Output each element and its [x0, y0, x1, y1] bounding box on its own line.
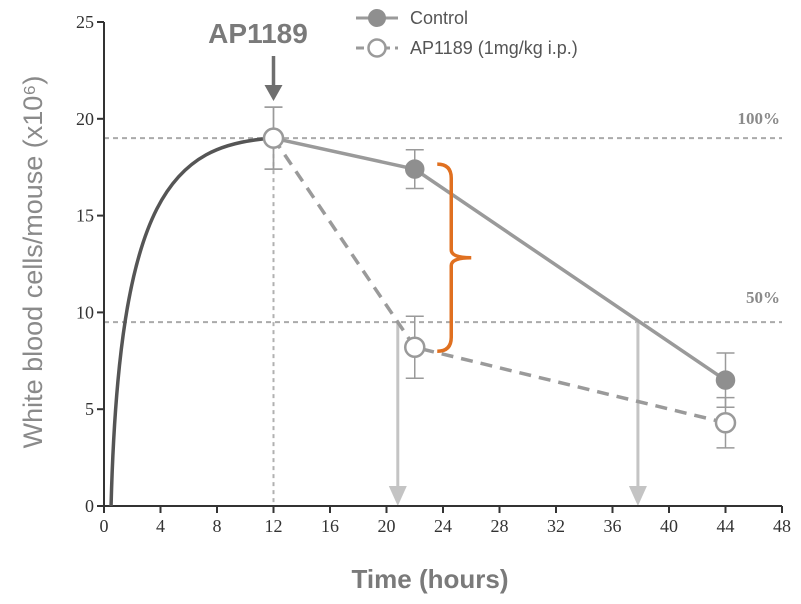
rise-curve-line: [109, 136, 274, 507]
x-tick-label: 48: [773, 516, 791, 536]
x-tick-label: 40: [660, 516, 678, 536]
legend-marker-ap1189: [367, 38, 387, 58]
y-tick-label: 20: [76, 109, 94, 129]
x-tick-label: 44: [717, 516, 735, 536]
x-tick-label: 16: [321, 516, 339, 536]
legend: [356, 9, 398, 58]
ref-label-50: 50%: [746, 288, 780, 307]
x-axis-label: Time (hours): [352, 564, 509, 594]
ref-label-100: 100%: [738, 109, 781, 128]
reference-lines: [104, 137, 782, 324]
vertical-arrow-head: [388, 486, 407, 506]
x-tick-label: 32: [547, 516, 565, 536]
orange-brace: [437, 162, 472, 353]
series-line-control: [273, 136, 727, 382]
data-point-ap1189: [404, 336, 426, 358]
y-tick-label: 10: [76, 302, 94, 322]
legend-label-ap1189: AP1189 (1mg/kg i.p.): [410, 38, 578, 58]
x-tick-label: 28: [491, 516, 509, 536]
x-tick-label: 8: [213, 516, 222, 536]
series-line-ap1189: [272, 137, 726, 425]
annotation-label: AP1189: [208, 18, 308, 49]
y-tick-label: 0: [85, 496, 94, 516]
x-tick-label: 0: [100, 516, 109, 536]
x-tick-label: 36: [604, 516, 622, 536]
data-point-ap1189: [714, 412, 737, 434]
x-tick-label: 24: [434, 516, 452, 536]
legend-marker-control: [368, 9, 386, 27]
data-point-control: [405, 159, 425, 179]
x-tick-label: 20: [378, 516, 396, 536]
data-point-ap1189: [262, 127, 285, 149]
y-tick-label: 15: [76, 206, 94, 226]
rise-curve: [109, 136, 274, 507]
data-point-control: [715, 370, 736, 390]
x-tick-label: 4: [156, 516, 165, 536]
y-tick-label: 5: [85, 399, 94, 419]
x-tick-label: 12: [265, 516, 283, 536]
y-tick-label: 25: [76, 12, 94, 32]
legend-label-control: Control: [410, 8, 468, 28]
vertical-markers: [264, 56, 647, 506]
annotation-arrow-head: [264, 85, 283, 101]
series: [262, 106, 737, 449]
brace: [437, 162, 472, 353]
y-axis-label: White blood cells/mouse (x10⁶): [18, 76, 48, 449]
vertical-arrow-head: [628, 486, 647, 506]
